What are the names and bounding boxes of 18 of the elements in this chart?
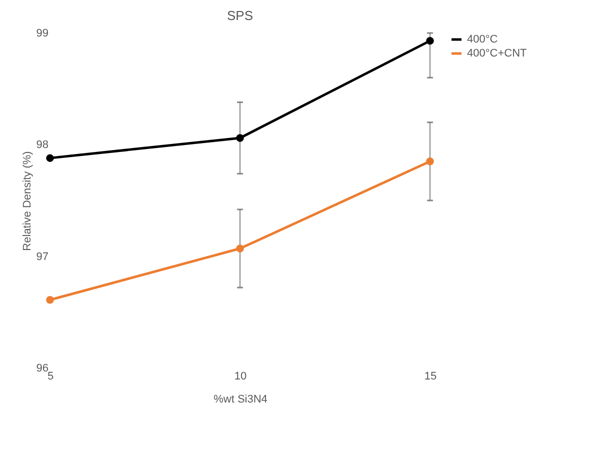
- point: [426, 36, 434, 45]
- y-tick-label: 98: [36, 139, 48, 152]
- x-tick-label: 5: [47, 370, 54, 382]
- y-axis-title: Relative Density (%): [21, 151, 34, 251]
- legend-label: 400°C: [467, 34, 498, 46]
- x-axis-title: %wt Si3N4: [214, 394, 268, 406]
- legend-label: 400°C+CNT: [467, 48, 528, 60]
- y-tick-label: 99: [36, 28, 48, 40]
- y-tick-label: 97: [36, 250, 48, 263]
- x-tick-label: 10: [234, 370, 247, 382]
- point: [46, 296, 54, 304]
- chart-title: SPS: [226, 8, 254, 23]
- y-tick-label: 96: [36, 362, 48, 374]
- x-tick-label: 15: [424, 370, 437, 382]
- point: [236, 134, 244, 142]
- point: [426, 158, 434, 166]
- point: [46, 154, 54, 162]
- point: [236, 244, 244, 252]
